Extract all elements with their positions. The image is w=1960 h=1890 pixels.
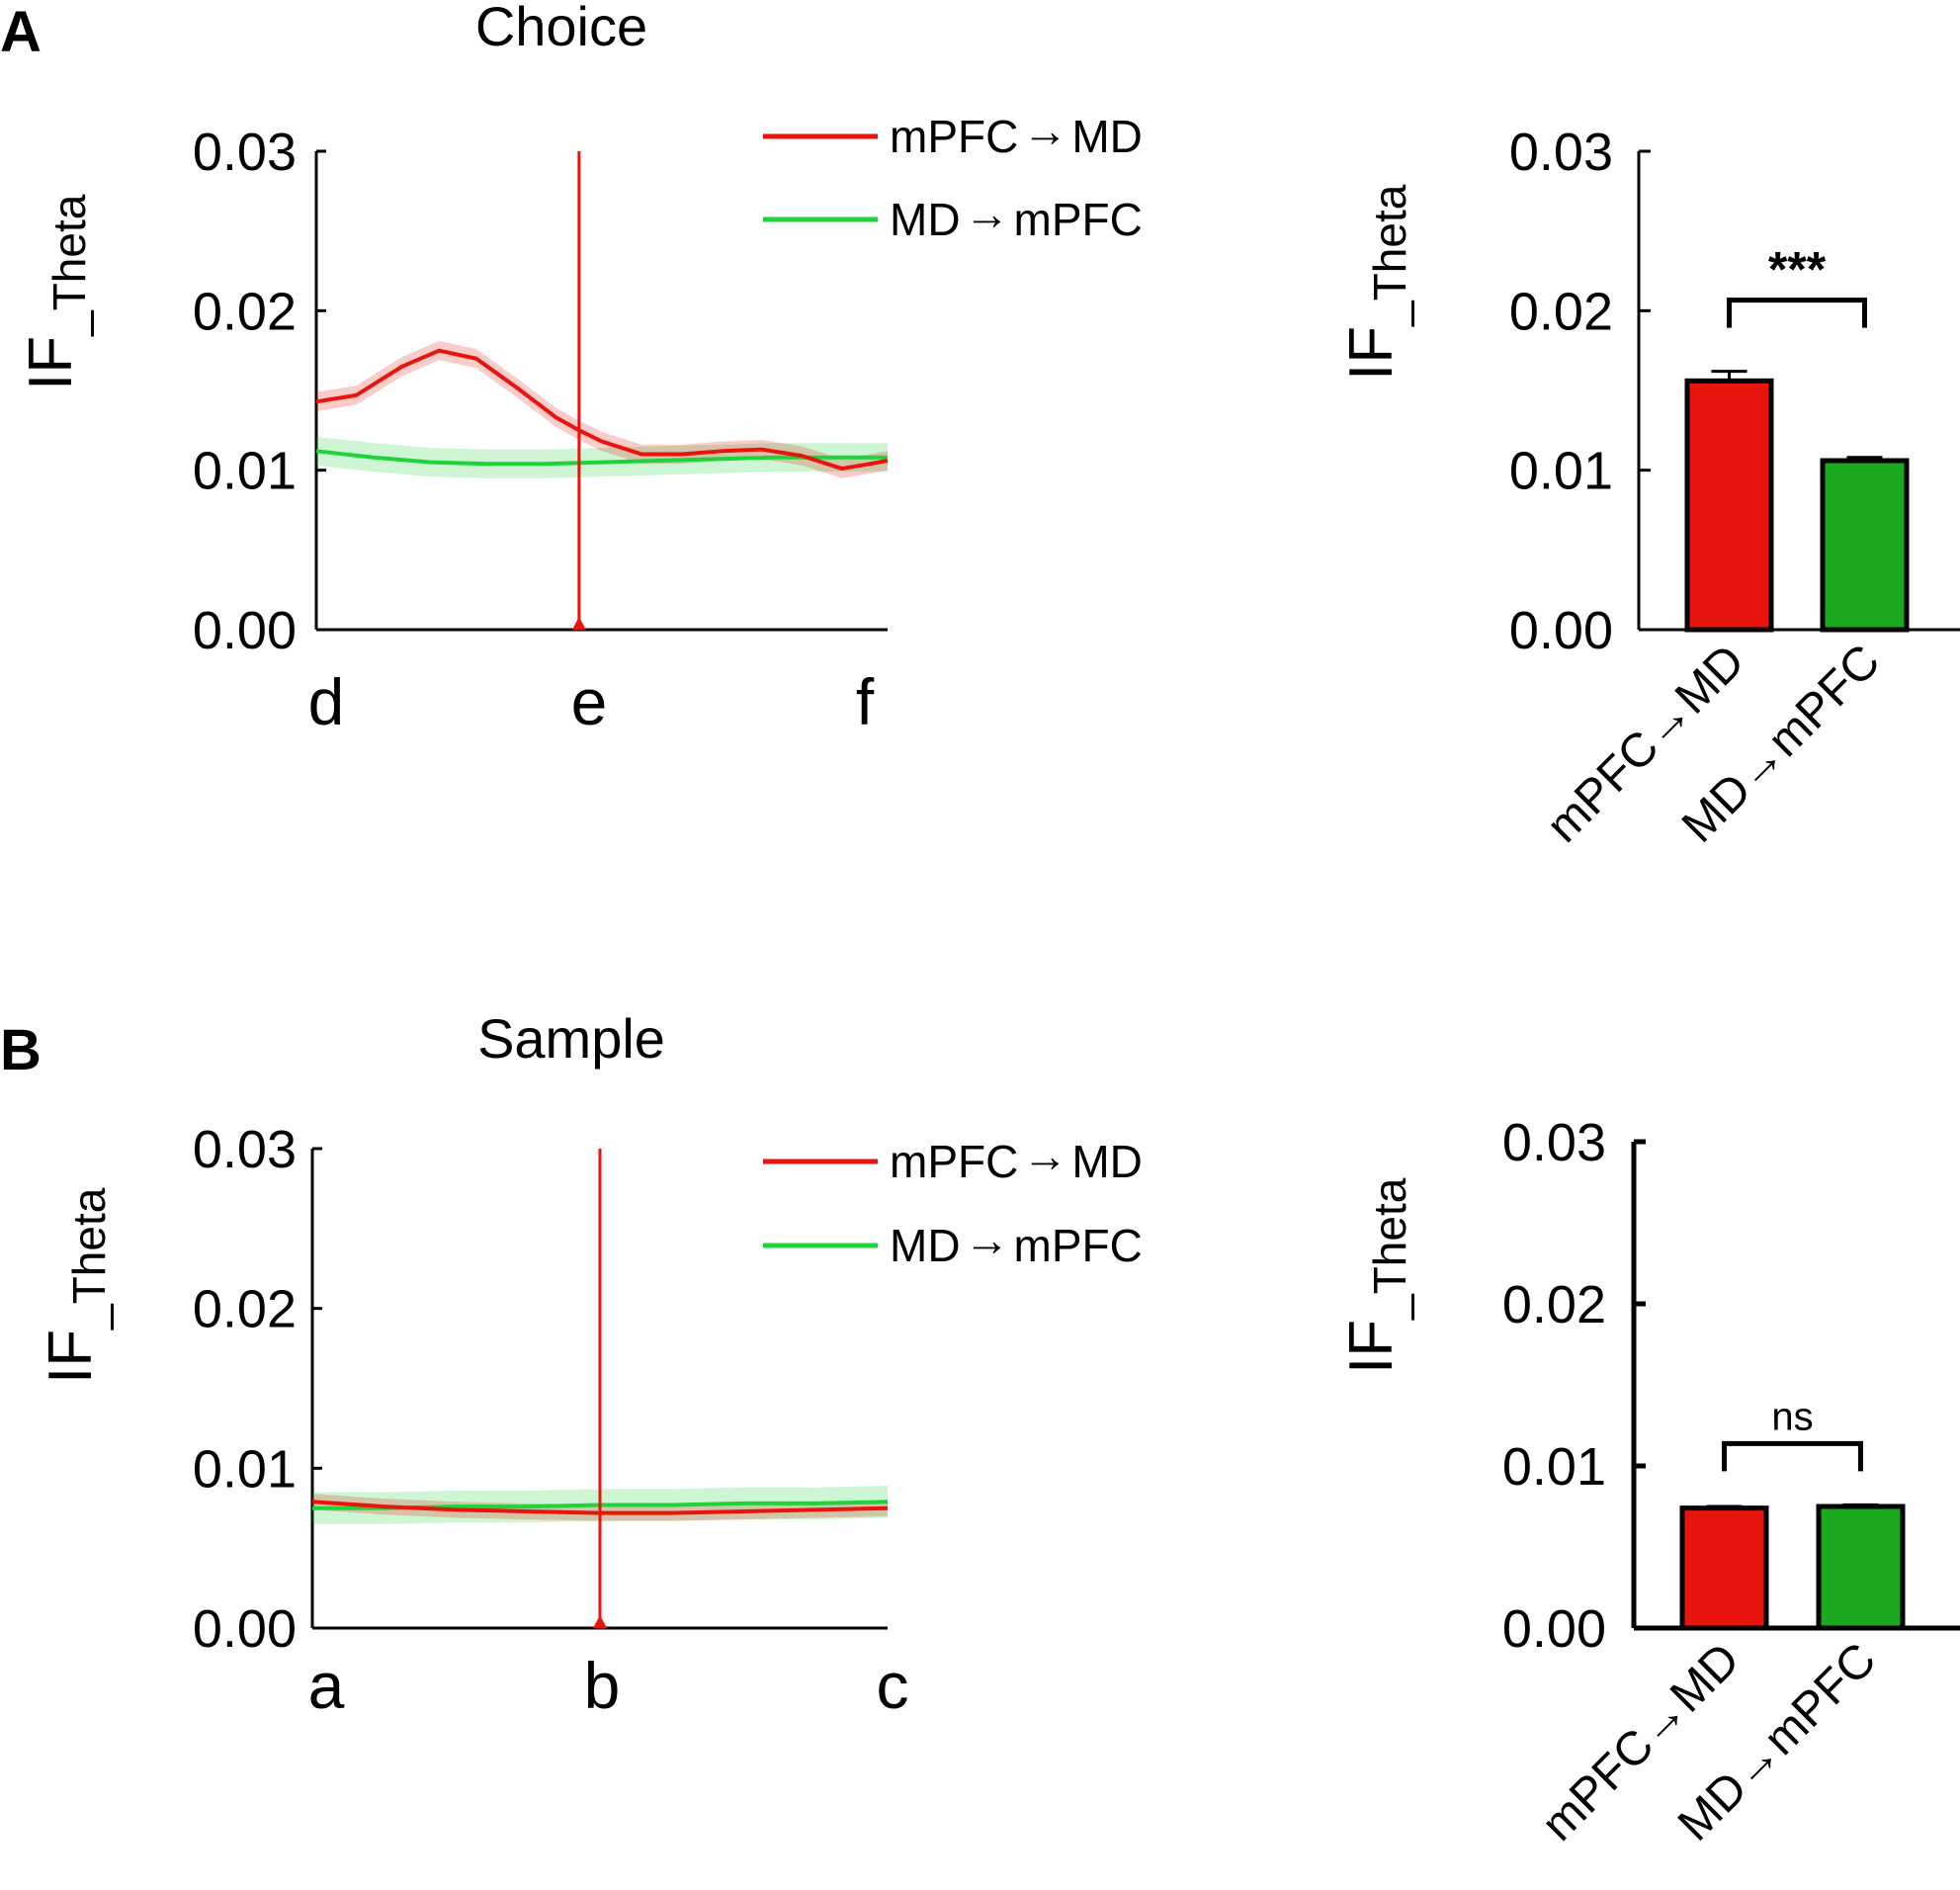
panel-b-line-ytick-label: 0.01: [193, 1439, 297, 1499]
panel-b-line-ylabel-sub: _Theta: [63, 1187, 115, 1331]
panel-a-line-ylabel-main: IF: [17, 336, 85, 390]
panel-a-legend-1-label: MD→mPFC: [890, 188, 1143, 245]
panel-a-bar-ylabel-sub: _Theta: [1364, 184, 1415, 327]
panel-a-bar-0: [1684, 378, 1774, 633]
panel-b-line-ylabel: IF_Theta: [37, 1187, 115, 1384]
panel-b-bar-0: [1679, 1505, 1769, 1631]
panel-b-legend-0-arrow-icon: →: [1022, 1130, 1067, 1181]
panel-a-letter: A: [0, 0, 42, 64]
panel-a-series-0-error-band: [316, 340, 888, 478]
panel-a-line-ylabel-sub: _Theta: [43, 194, 95, 337]
panel-b-legend-0-label: mPFC→MD: [890, 1130, 1143, 1187]
panel-b-significance-bracket: [1722, 1440, 1863, 1472]
panel-b-line-ytick-label: 0.00: [193, 1599, 297, 1659]
panel-b-bar-ylabel-sub: _Theta: [1364, 1177, 1415, 1321]
panel-a-bar-ytick-label: 0.03: [1509, 123, 1613, 182]
panel-a-bar-ylabel-main: IF: [1337, 326, 1406, 381]
panel-a-legend-1-label-target: mPFC: [1014, 194, 1143, 245]
panel-a-title: Choice: [475, 0, 647, 57]
panel-b-event-marker-triangle-icon: [593, 1615, 607, 1628]
panel-b-bar-ytick-label: 0.01: [1502, 1437, 1606, 1497]
panel-b-legend-1-label: MD→mPFC: [890, 1214, 1143, 1271]
panel-a-legend-0-label: mPFC→MD: [890, 105, 1143, 162]
panel-a-bar-ytick-label: 0.00: [1509, 601, 1613, 660]
panel-b-line-ytick-label: 0.03: [193, 1120, 297, 1179]
panel-a-line-chart: 0.000.010.020.03d e fIF_ThetamPFC→MDMD→mPF…: [17, 105, 1143, 738]
panel-b-bar-ylabel: IF_Theta: [1337, 1177, 1415, 1374]
panel-b-legend-1-label-source: MD: [890, 1220, 961, 1271]
panel-b-legend-0-label-source: mPFC: [890, 1136, 1018, 1187]
panel-b-significance-label: ns: [1771, 1395, 1813, 1438]
panel-a-significance-label: ***: [1768, 242, 1827, 298]
panel-b-line-xtick-label: b: [584, 1649, 621, 1722]
panel-b-bar-ylabel-main: IF: [1337, 1320, 1406, 1374]
panel-b-legend-0-label-target: MD: [1071, 1136, 1143, 1187]
panel-b-bar-ytick-label: 0.00: [1502, 1599, 1606, 1659]
panel-a-line-xtick-label: e: [571, 665, 608, 738]
panel-a-bar-ylabel: IF_Theta: [1337, 184, 1415, 381]
panel-a-bar-1: [1820, 458, 1910, 633]
panel-a-line-ytick-label: 0.00: [193, 601, 297, 660]
panel-b-line-xtick-label: a: [308, 1649, 345, 1722]
panel-b-line-ylabel-main: IF: [37, 1330, 105, 1384]
panel-a-line-ylabel: IF_Theta: [17, 194, 95, 390]
panel-a-legend-0-label-target: MD: [1071, 111, 1143, 162]
panel-b-legend-1-label-target: mPFC: [1014, 1220, 1143, 1271]
panel-a-line-xtick-label: f: [856, 665, 875, 738]
panel-a-legend-0-arrow-icon: →: [1022, 105, 1067, 156]
panel-a-bar-chart: 0.000.010.020.03IF_ThetamPFC→MDMD→mPFC**…: [1337, 123, 1960, 853]
panel-a-line-xtick-label: d: [308, 665, 345, 738]
panel-b-bar-ytick-label: 0.03: [1502, 1113, 1606, 1172]
panel-b-letter: B: [0, 1018, 42, 1082]
panel-b-title: Sample: [477, 1007, 665, 1070]
panel-a-line-ytick-label: 0.03: [193, 123, 297, 182]
panel-a-legend-0-label-source: mPFC: [890, 111, 1018, 162]
panel-a-significance-bracket: [1727, 298, 1867, 328]
panel-a-line-ytick-label: 0.01: [193, 442, 297, 501]
panel-b-line-ytick-label: 0.02: [193, 1280, 297, 1339]
panel-a-bar-ytick-label: 0.02: [1509, 282, 1613, 341]
panel-a-series-1-error-band: [316, 436, 888, 478]
panel-b-line-chart: 0.000.010.020.03a b cIF_ThetamPFC→MDMD→mPF…: [37, 1120, 1143, 1722]
panel-a-event-marker-triangle-icon: [571, 617, 586, 630]
panel-b-bar-ytick-label: 0.02: [1502, 1275, 1606, 1334]
panel-a-legend-1-arrow-icon: →: [965, 188, 1010, 239]
panel-b-line-xtick-label: c: [877, 1649, 909, 1722]
panel-a-legend-1-label-source: MD: [890, 194, 961, 245]
panel-a-bar-ytick-label: 0.01: [1509, 442, 1613, 501]
panel-a-line-ytick-label: 0.02: [193, 282, 297, 341]
panel-b-legend-1-arrow-icon: →: [965, 1214, 1010, 1265]
panel-b-bar-1: [1816, 1503, 1906, 1631]
